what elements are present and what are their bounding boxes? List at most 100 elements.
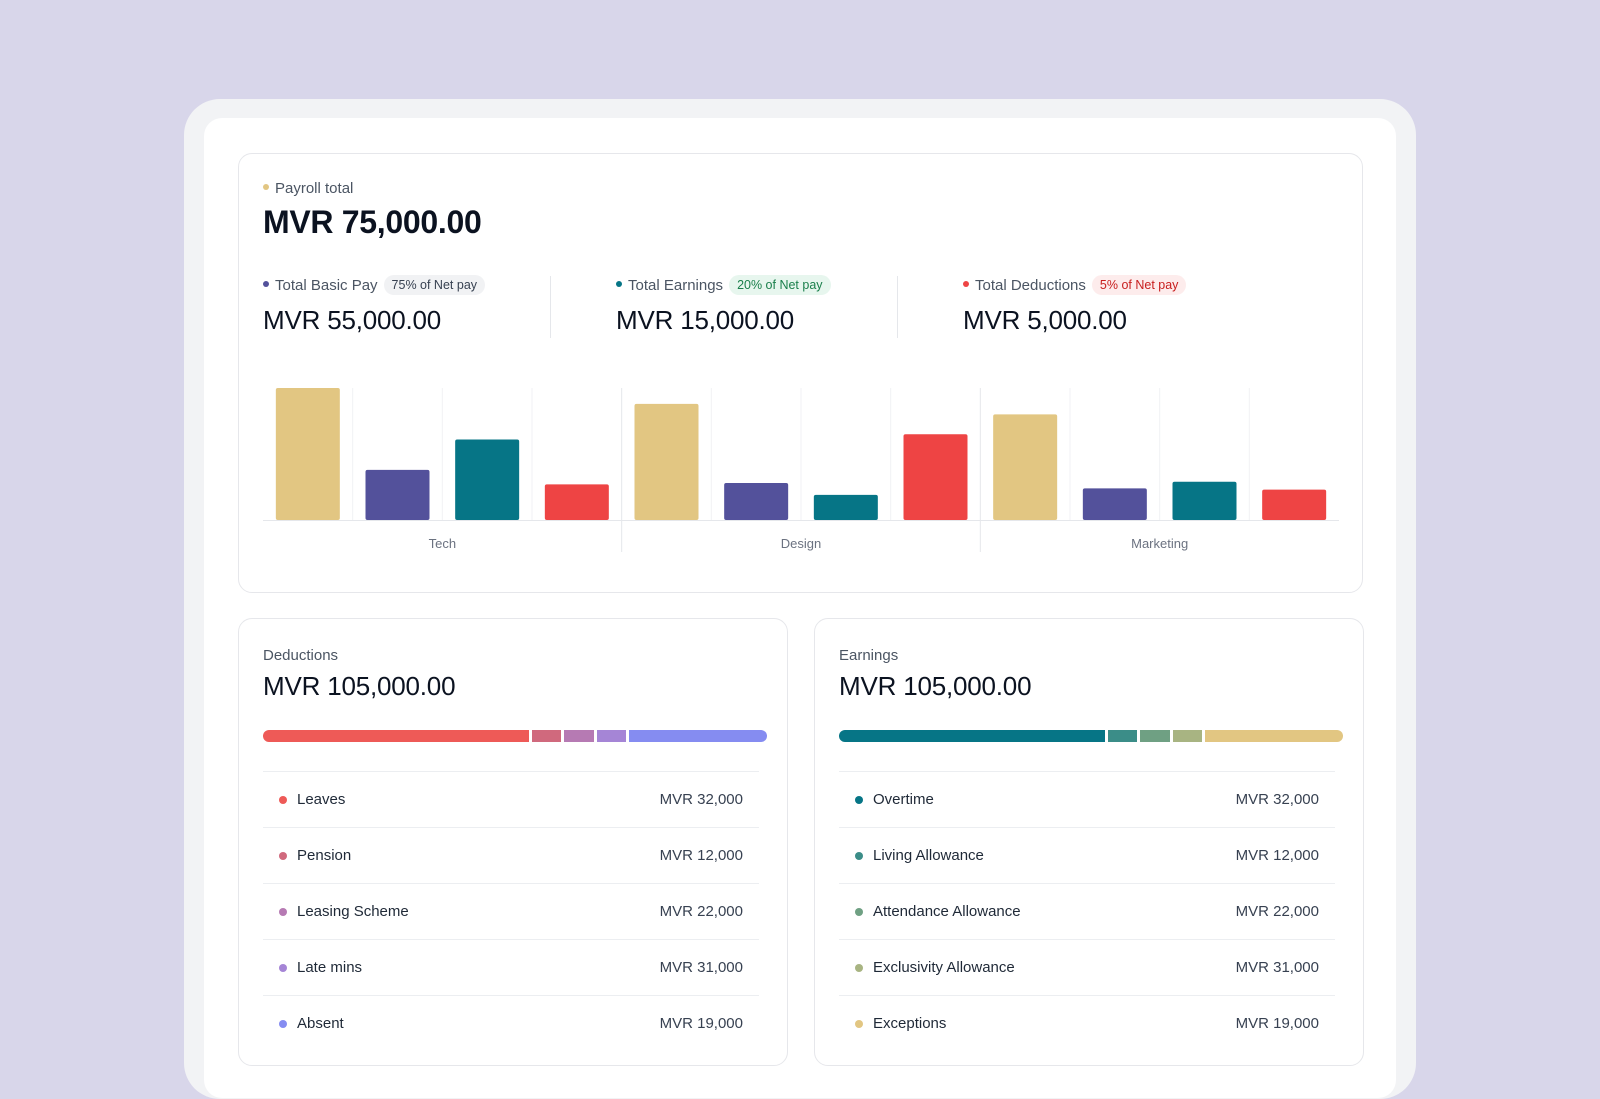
earnings-bar-segment: [1107, 730, 1138, 742]
list-item[interactable]: Pension MVR 12,000: [263, 827, 759, 883]
list-item[interactable]: Absent MVR 19,000: [263, 995, 759, 1051]
deductions-bar-segment: [564, 730, 594, 742]
legend-dot-icon: [279, 795, 287, 804]
list-item-name: Pension: [279, 847, 351, 864]
earnings-breakdown-bar: [839, 730, 1343, 742]
chart-svg: Tech Design Marketing: [263, 388, 1339, 552]
legend-dot-icon: [279, 963, 287, 972]
chart-bar-design-2[interactable]: [813, 494, 878, 520]
legend-dot-icon: [855, 795, 863, 804]
list-item-label: Exceptions: [873, 1015, 947, 1032]
list-item-amount: MVR 12,000: [659, 847, 743, 864]
list-item-name: Absent: [279, 1015, 344, 1032]
payroll-total-label-text: Payroll total: [275, 180, 354, 197]
list-item[interactable]: Late mins MVR 31,000: [263, 939, 759, 995]
earnings-bar-segment: [1140, 730, 1170, 742]
chart-bar-marketing-1[interactable]: [1082, 488, 1147, 520]
legend-dot-icon: [855, 851, 863, 860]
earnings-list: Overtime MVR 32,000 Living Allowance MVR 12…: [839, 771, 1335, 1051]
list-item[interactable]: Exclusivity Allowance MVR 31,000: [839, 939, 1335, 995]
list-item-label: Absent: [297, 1015, 344, 1032]
list-item[interactable]: Attendance Allowance MVR 22,000: [839, 883, 1335, 939]
list-item-label: Attendance Allowance: [873, 903, 1021, 920]
chart-category-label: Marketing: [1131, 536, 1188, 551]
list-item-amount: MVR 19,000: [1235, 1015, 1319, 1032]
list-item[interactable]: Living Allowance MVR 12,000: [839, 827, 1335, 883]
list-item-amount: MVR 22,000: [659, 903, 743, 920]
list-item-label: Overtime: [873, 791, 934, 808]
deductions-total: MVR 105,000.00: [263, 671, 456, 701]
list-item-amount: MVR 32,000: [1235, 791, 1319, 808]
chart-bar-tech-2[interactable]: [455, 439, 520, 520]
earnings-card: Earnings MVR 105,000.00 Overtime MVR 32,0…: [814, 618, 1364, 1066]
deductions-bar-segment: [596, 730, 627, 742]
list-item-label: Exclusivity Allowance: [873, 959, 1015, 976]
earnings-bar-segment: [1172, 730, 1203, 742]
list-item[interactable]: Exceptions MVR 19,000: [839, 995, 1335, 1051]
chart-bar-tech-3[interactable]: [544, 484, 609, 520]
deductions-bar-segment: [629, 730, 767, 742]
legend-dot-icon: [279, 1019, 287, 1028]
stat-pill: 75% of Net pay: [383, 275, 486, 295]
stat-label: Total Earnings: [628, 276, 724, 294]
list-item-amount: MVR 31,000: [659, 959, 743, 976]
legend-dot-icon: [279, 907, 287, 916]
stat-dot: [616, 281, 622, 287]
list-item-name: Leaves: [279, 791, 345, 808]
stat-label: Total Deductions: [975, 276, 1086, 294]
list-item[interactable]: Leaves MVR 32,000: [263, 771, 759, 827]
deductions-bar-segment: [531, 730, 562, 742]
deductions-title: Deductions: [263, 647, 339, 664]
list-item[interactable]: Overtime MVR 32,000: [839, 771, 1335, 827]
deductions-card: Deductions MVR 105,000.00 Leaves MVR 32,0…: [238, 618, 788, 1066]
deductions-bar-segment: [263, 730, 529, 742]
stat-earnings: Total Earnings 20% of Net pay MVR 15,000.…: [616, 275, 831, 336]
earnings-title: Earnings: [839, 647, 899, 664]
legend-dot-icon: [855, 907, 863, 916]
legend-dot-icon: [279, 851, 287, 860]
stat-divider: [897, 276, 898, 338]
earnings-bar-segment: [1205, 730, 1343, 742]
list-item-name: Exceptions: [855, 1015, 946, 1032]
stat-value: MVR 5,000.00: [963, 305, 1127, 335]
list-item-label: Late mins: [297, 959, 363, 976]
list-item-label: Leaves: [297, 791, 346, 808]
list-item-name: Living Allowance: [855, 847, 984, 864]
stat-pill: 20% of Net pay: [729, 275, 831, 295]
chart-bar-design-3[interactable]: [903, 434, 968, 520]
stat-value: MVR 55,000.00: [263, 305, 442, 335]
chart-bar-marketing-2[interactable]: [1172, 481, 1237, 520]
legend-dot-icon: [855, 963, 863, 972]
list-item-name: Leasing Scheme: [279, 903, 409, 920]
list-item-name: Late mins: [279, 959, 362, 976]
list-item-amount: MVR 31,000: [1235, 959, 1319, 976]
list-item-label: Living Allowance: [873, 847, 984, 864]
stat-value: MVR 15,000.00: [616, 305, 795, 335]
earnings-bar-segment: [839, 730, 1105, 742]
deductions-breakdown-bar: [263, 730, 767, 742]
chart-bar-marketing-3[interactable]: [1262, 489, 1327, 520]
chart-bar-tech-0[interactable]: [275, 388, 340, 520]
earnings-total: MVR 105,000.00: [839, 671, 1032, 701]
stat-label: Total Basic Pay: [275, 276, 378, 294]
stat-pill: 5% of Net pay: [1091, 275, 1187, 295]
list-item-amount: MVR 22,000: [1235, 903, 1319, 920]
chart-bar-design-1[interactable]: [724, 483, 789, 520]
list-item-name: Overtime: [855, 791, 934, 808]
payroll-dot: [263, 184, 269, 191]
list-item-label: Leasing Scheme: [297, 903, 409, 920]
list-item-amount: MVR 12,000: [1235, 847, 1319, 864]
stat-dot: [263, 281, 269, 287]
chart-bar-design-0[interactable]: [634, 403, 699, 520]
legend-dot-icon: [855, 1019, 863, 1028]
list-item-name: Exclusivity Allowance: [855, 959, 1015, 976]
chart-bar-tech-1[interactable]: [365, 469, 430, 520]
list-item-name: Attendance Allowance: [855, 903, 1021, 920]
payroll-total-label: Payroll total: [263, 180, 353, 197]
stat-basic-pay: Total Basic Pay 75% of Net pay MVR 55,000…: [263, 275, 486, 336]
chart-category-label: Design: [781, 536, 821, 551]
list-item[interactable]: Leasing Scheme MVR 22,000: [263, 883, 759, 939]
stat-dot: [963, 281, 969, 287]
department-bar-chart: Tech Design Marketing: [263, 384, 1339, 569]
chart-bar-marketing-0[interactable]: [993, 414, 1058, 520]
